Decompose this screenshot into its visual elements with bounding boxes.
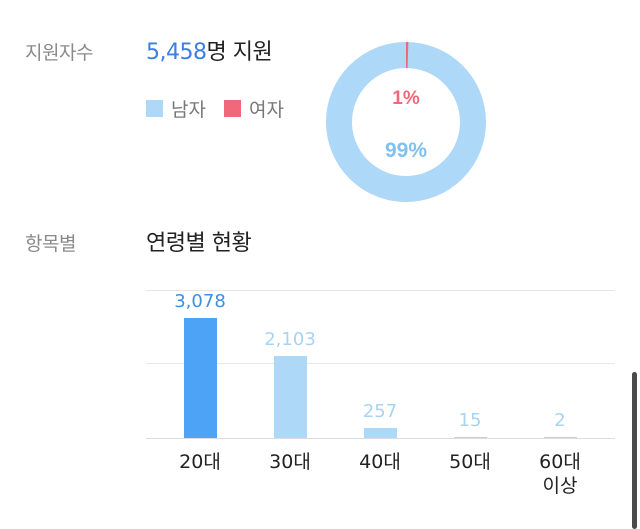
- applicant-count-suffix: 명 지원: [206, 40, 273, 65]
- applicant-count-number: 5,458: [146, 40, 207, 65]
- donut-female-percent: 1%: [392, 88, 420, 109]
- age-section-title: 연령별 현황: [146, 231, 252, 256]
- legend-male-label: 남자: [171, 99, 206, 121]
- bar-category-label-1: 30대: [269, 451, 311, 473]
- bar-0: [183, 318, 217, 438]
- bar-value-label-1: 2,103: [264, 329, 316, 351]
- bar-category-label-2: 40대: [359, 451, 401, 473]
- gridline-middle: [146, 363, 615, 364]
- applicants-label: 지원자수: [25, 42, 93, 64]
- gender-donut-chart: 1% 99%: [326, 42, 486, 202]
- bar-category-label-4: 60대 이상: [539, 451, 581, 497]
- bar-category-label-3: 50대: [449, 451, 491, 473]
- donut-male-percent: 99%: [385, 139, 427, 162]
- bar-value-label-2: 257: [362, 400, 398, 422]
- scrollbar[interactable]: [632, 372, 637, 529]
- donut-male-segment: [326, 42, 486, 202]
- bar-2: [363, 427, 397, 438]
- bar-3: [453, 437, 487, 438]
- gender-legend: 남자 여자: [146, 95, 284, 122]
- bar-value-label-3: 15: [458, 410, 482, 431]
- bar-value-label-0: 3,078: [174, 291, 226, 313]
- applicant-count: 5,458명 지원: [146, 34, 273, 66]
- bar-1: [273, 356, 307, 438]
- legend-female-swatch: [223, 100, 241, 117]
- legend-male: 남자: [146, 95, 206, 122]
- legend-female-label: 여자: [248, 99, 284, 121]
- chart-baseline: [146, 438, 615, 439]
- bar-category-label-0: 20대: [179, 451, 221, 473]
- bar-4: [543, 437, 577, 438]
- legend-female: 여자: [223, 95, 284, 122]
- donut-female-segment: [326, 42, 486, 202]
- category-label: 항목별: [25, 233, 76, 255]
- legend-male-swatch: [146, 100, 163, 117]
- gridline-top: [146, 290, 615, 291]
- bar-value-label-4: 2: [554, 410, 566, 431]
